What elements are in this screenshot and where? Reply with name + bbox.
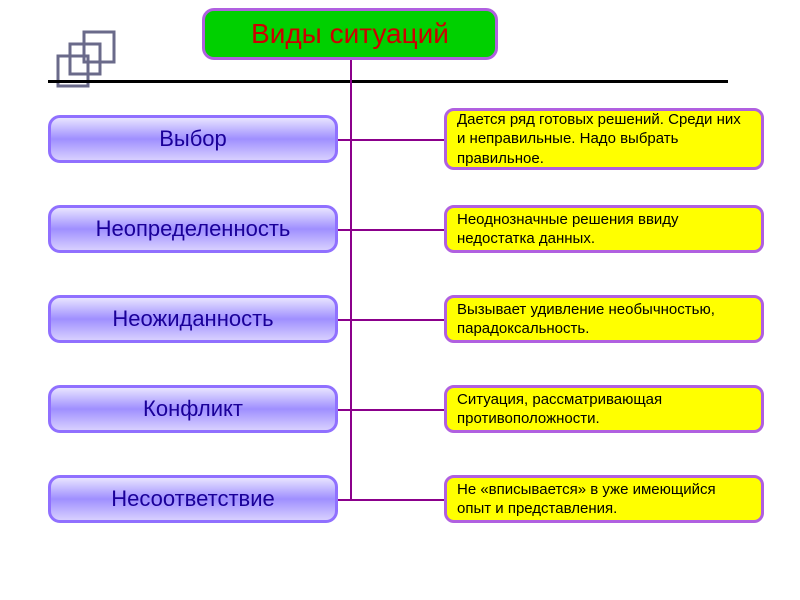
connector-row-4-left: [336, 499, 351, 501]
category-label: Неопределенность: [96, 216, 291, 242]
description-text: Не «вписывается» в уже имеющийся опыт и …: [457, 480, 751, 519]
connector-row-4-right: [350, 499, 446, 501]
category-label: Конфликт: [143, 396, 243, 422]
description-box-0: Дается ряд готовых решений. Среди них и …: [444, 108, 764, 170]
connector-row-2-right: [350, 319, 446, 321]
squares-icon: [56, 28, 136, 93]
connector-row-2-left: [336, 319, 351, 321]
description-box-3: Ситуация, рассматривающая противоположно…: [444, 385, 764, 433]
connector-row-0-left: [336, 139, 351, 141]
category-box-2: Неожиданность: [48, 295, 338, 343]
category-label: Неожиданность: [112, 306, 273, 332]
horizontal-rule: [48, 80, 728, 83]
connector-row-0-right: [350, 139, 446, 141]
connector-row-1-left: [336, 229, 351, 231]
description-box-2: Вызывает удивление необычностью, парадок…: [444, 295, 764, 343]
connector-main-vertical: [350, 60, 352, 499]
category-box-0: Выбор: [48, 115, 338, 163]
description-box-4: Не «вписывается» в уже имеющийся опыт и …: [444, 475, 764, 523]
connector-row-1-right: [350, 229, 446, 231]
description-box-1: Неоднозначные решения ввиду недостатка д…: [444, 205, 764, 253]
category-label: Несоответствие: [111, 486, 275, 512]
description-text: Ситуация, рассматривающая противоположно…: [457, 390, 751, 429]
description-text: Дается ряд готовых решений. Среди них и …: [457, 110, 751, 169]
description-text: Неоднозначные решения ввиду недостатка д…: [457, 210, 751, 249]
connector-row-3-left: [336, 409, 351, 411]
diagram-title-text: Виды ситуаций: [251, 18, 449, 50]
category-box-1: Неопределенность: [48, 205, 338, 253]
category-box-4: Несоответствие: [48, 475, 338, 523]
diagram-title: Виды ситуаций: [202, 8, 498, 60]
connector-row-3-right: [350, 409, 446, 411]
category-box-3: Конфликт: [48, 385, 338, 433]
category-label: Выбор: [159, 126, 227, 152]
description-text: Вызывает удивление необычностью, парадок…: [457, 300, 751, 339]
